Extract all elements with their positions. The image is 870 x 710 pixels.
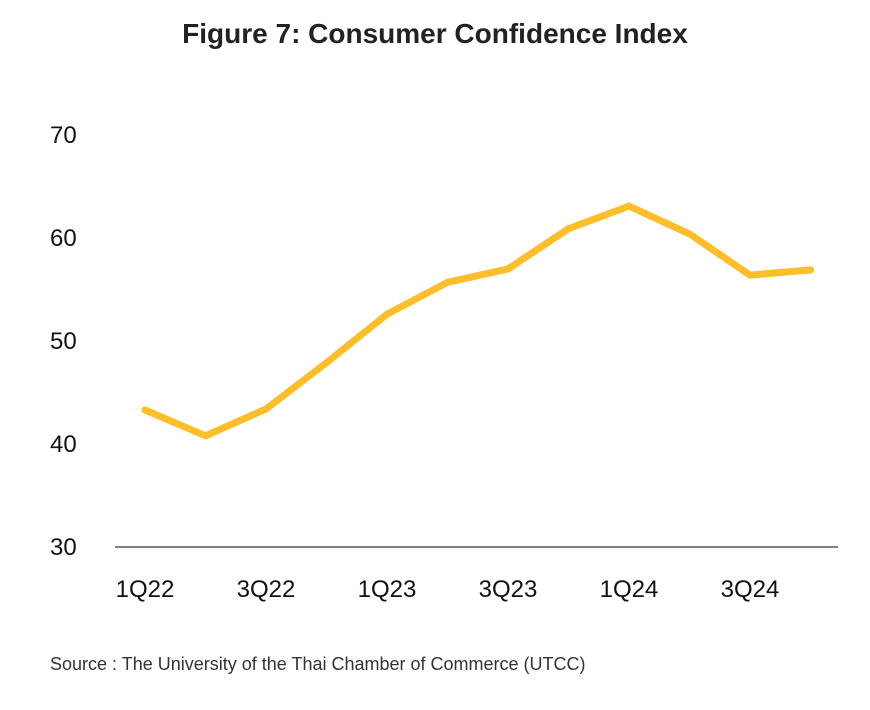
y-tick-label: 40 [50, 431, 77, 458]
y-tick-label: 30 [50, 534, 77, 561]
data-point [625, 202, 633, 210]
line-chart: 30 40 50 60 70 1Q22 3Q22 1Q23 3Q23 1Q24 3Q24 [50, 122, 838, 603]
data-point [686, 230, 693, 238]
data-point [202, 432, 209, 440]
data-point [262, 405, 270, 413]
x-tick-label: 1Q24 [600, 576, 659, 603]
chart-title: Figure 7: Consumer Confidence Index [182, 18, 688, 49]
data-point [504, 265, 512, 273]
source-note: Source : The University of the Thai Cham… [50, 654, 586, 674]
series-layer [141, 202, 814, 440]
data-point [807, 266, 814, 274]
data-point [323, 359, 330, 367]
data-point [746, 271, 754, 279]
y-axis-ticks: 30 40 50 60 70 [50, 122, 77, 561]
data-point [444, 278, 451, 286]
data-point [565, 225, 572, 233]
y-tick-label: 70 [50, 122, 77, 149]
x-tick-label: 3Q24 [721, 576, 780, 603]
y-tick-label: 50 [50, 328, 77, 355]
x-tick-label: 3Q23 [479, 576, 538, 603]
x-tick-label: 1Q22 [116, 576, 175, 603]
data-point [141, 406, 149, 414]
y-tick-label: 60 [50, 225, 77, 252]
x-tick-label: 3Q22 [237, 576, 296, 603]
x-tick-label: 1Q23 [358, 576, 417, 603]
series-line [141, 202, 814, 440]
x-axis-ticks: 1Q22 3Q22 1Q23 3Q23 1Q24 3Q24 [116, 576, 780, 603]
data-point [383, 310, 391, 318]
